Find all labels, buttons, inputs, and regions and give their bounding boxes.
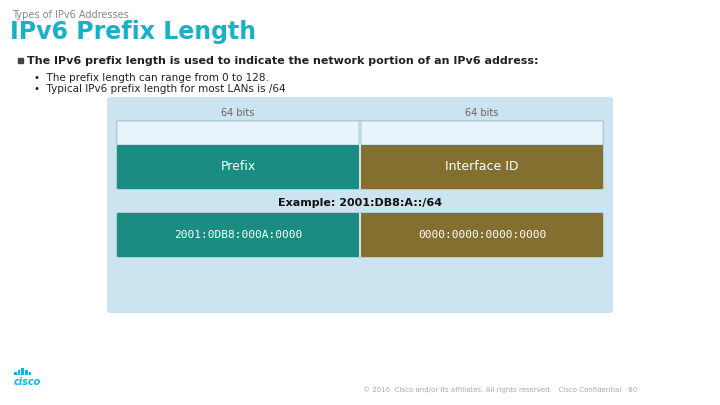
FancyBboxPatch shape [117,121,359,145]
FancyBboxPatch shape [107,97,613,313]
Text: IPv6 Prefix Length: IPv6 Prefix Length [10,20,256,44]
Text: cisco: cisco [14,377,41,387]
Text: 64 bits: 64 bits [465,108,499,118]
Bar [18,370,20,375]
FancyBboxPatch shape [361,121,603,145]
Bar [29,372,31,375]
Text: © 2016  Cisco and/or its affiliates. All rights reserved.   Cisco Confidential  : © 2016 Cisco and/or its affiliates. All … [363,386,637,393]
Text: Interface ID: Interface ID [445,160,518,173]
Text: •  Typical IPv6 prefix length for most LANs is /64: • Typical IPv6 prefix length for most LA… [34,84,286,94]
Text: •  The prefix length can range from 0 to 128.: • The prefix length can range from 0 to … [34,73,269,83]
FancyBboxPatch shape [117,213,359,257]
Text: 2001:0DB8:000A:0000: 2001:0DB8:000A:0000 [174,230,302,240]
Bar [22,368,24,375]
Text: 64 bits: 64 bits [221,108,255,118]
Text: 0000:0000:0000:0000: 0000:0000:0000:0000 [418,230,546,240]
Text: Types of IPv6 Addresses: Types of IPv6 Addresses [12,10,129,20]
FancyBboxPatch shape [361,213,603,257]
Text: The IPv6 prefix length is used to indicate the network portion of an IPv6 addres: The IPv6 prefix length is used to indica… [27,56,539,66]
Text: Example: 2001:DB8:A::/64: Example: 2001:DB8:A::/64 [278,198,442,208]
Text: Prefix: Prefix [220,160,256,173]
Bar [14,372,17,375]
Bar [18,58,23,63]
Bar [25,370,27,375]
FancyBboxPatch shape [361,145,603,189]
FancyBboxPatch shape [117,145,359,189]
